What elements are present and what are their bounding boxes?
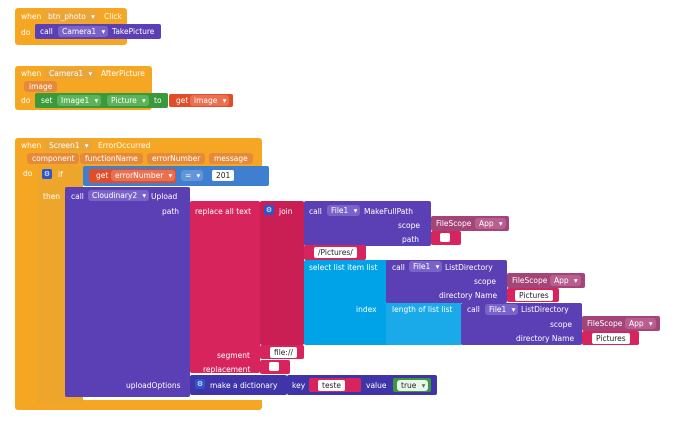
value-label: value	[366, 381, 387, 390]
file-dropdown[interactable]: File1	[327, 205, 361, 216]
call-file-list-directory[interactable]	[386, 260, 507, 303]
scope-label: scope	[398, 221, 420, 230]
param-error-number[interactable]: errorNumber	[147, 153, 206, 164]
param-image[interactable]: image	[24, 81, 58, 92]
replace-all-text-label: replace all text	[195, 207, 252, 216]
param-message[interactable]: message	[209, 153, 253, 164]
get-label: get	[176, 96, 189, 105]
event-name: AfterPicture	[101, 69, 145, 78]
scope-option-dropdown[interactable]: App	[625, 318, 656, 329]
key-string-value[interactable]: teste	[318, 380, 346, 391]
filescope-label: FileScope	[512, 276, 548, 285]
scope-option-dropdown[interactable]: App	[475, 218, 506, 229]
if-body-left	[37, 188, 65, 398]
segment-label: segment	[217, 351, 250, 360]
length-of-list-block[interactable]	[386, 303, 462, 345]
param-function-name[interactable]: functionName	[80, 153, 143, 164]
segment-string-value[interactable]: file://	[270, 347, 298, 358]
upload-options-label: uploadOptions	[126, 381, 181, 390]
image-dropdown[interactable]: Image1	[57, 95, 102, 106]
cloudinary-dropdown[interactable]: Cloudinary2	[88, 190, 150, 201]
camera-dropdown[interactable]: Camera1	[58, 26, 109, 37]
when-label: when	[21, 141, 42, 150]
component-dropdown-btn-photo[interactable]: btn_photo	[44, 11, 98, 22]
scope-label: scope	[474, 277, 496, 286]
replace-all-text-block[interactable]	[190, 201, 260, 373]
when-label: when	[21, 12, 42, 21]
filescope-label: FileScope	[436, 219, 472, 228]
gear-icon[interactable]: ⚙	[264, 205, 274, 215]
file-dropdown[interactable]: File1	[409, 261, 443, 272]
method-name: MakeFullPath	[364, 207, 414, 216]
if-bottom	[37, 396, 83, 404]
pictures-dir-value[interactable]: Pictures	[515, 290, 553, 301]
pictures-string-value[interactable]: /Pictures/	[314, 247, 357, 258]
replacement-label: replacement	[203, 365, 251, 374]
event-bottom	[15, 400, 262, 410]
do-label: do	[21, 28, 31, 37]
make-dictionary-label: make a dictionary	[210, 381, 278, 390]
get-var-dropdown[interactable]: image	[190, 95, 230, 106]
directory-name-label: directory Name	[516, 334, 575, 343]
directory-name-label: directory Name	[439, 291, 498, 300]
when-label: when	[21, 69, 42, 78]
param-component[interactable]: component	[27, 153, 80, 164]
method-name: TakePicture	[112, 27, 155, 36]
filescope-label: FileScope	[587, 319, 623, 328]
make-dictionary-block[interactable]	[190, 375, 287, 395]
file-dropdown[interactable]: File1	[485, 304, 519, 315]
call-file-make-full-path[interactable]	[304, 201, 431, 246]
call-label: call	[467, 305, 480, 314]
true-dropdown[interactable]: true	[397, 380, 429, 391]
get-label: get	[96, 171, 109, 180]
do-label: do	[21, 96, 31, 105]
property-dropdown[interactable]: Picture	[107, 95, 149, 106]
number-value[interactable]: 201	[212, 170, 235, 181]
get-var-dropdown[interactable]: errorNumber	[111, 170, 176, 181]
call-label: call	[309, 207, 322, 216]
key-label: key	[292, 381, 306, 390]
call-file-list-directory-2[interactable]	[461, 303, 582, 345]
empty-string-value[interactable]	[440, 233, 450, 242]
if-label: if	[58, 170, 63, 179]
call-label: call	[71, 192, 84, 201]
pictures-dir-value[interactable]: Pictures	[592, 333, 630, 344]
operator-dropdown[interactable]: =	[181, 170, 204, 181]
path-label: path	[402, 235, 420, 244]
call-label: call	[392, 263, 405, 272]
path-label: path	[162, 207, 180, 216]
event-name: Click	[104, 12, 122, 21]
replacement-string-value[interactable]	[269, 362, 279, 371]
gear-icon[interactable]: ⚙	[42, 169, 52, 179]
call-label: call	[40, 27, 53, 36]
event-name: ErrorOccurred	[98, 141, 151, 150]
to-label: to	[154, 96, 162, 105]
gear-icon[interactable]: ⚙	[195, 379, 205, 389]
component-dropdown-camera[interactable]: Camera1	[45, 68, 96, 79]
scope-label: scope	[550, 320, 572, 329]
set-label: set	[41, 96, 53, 105]
event-body-left	[15, 168, 39, 408]
component-dropdown-screen[interactable]: Screen1	[45, 140, 92, 151]
then-label: then	[43, 192, 61, 201]
join-block[interactable]	[260, 201, 304, 345]
method-name: ListDirectory	[521, 305, 569, 314]
length-of-list-label: length of list list	[392, 305, 453, 314]
join-label: join	[279, 207, 293, 216]
scope-option-dropdown[interactable]: App	[550, 275, 581, 286]
select-list-item-label: select list item list	[309, 263, 378, 272]
index-label: index	[356, 305, 377, 314]
do-label: do	[23, 169, 33, 178]
method-name: ListDirectory	[445, 263, 493, 272]
upload-method: Upload	[151, 192, 178, 201]
call-cloudinary-upload[interactable]	[65, 187, 190, 397]
